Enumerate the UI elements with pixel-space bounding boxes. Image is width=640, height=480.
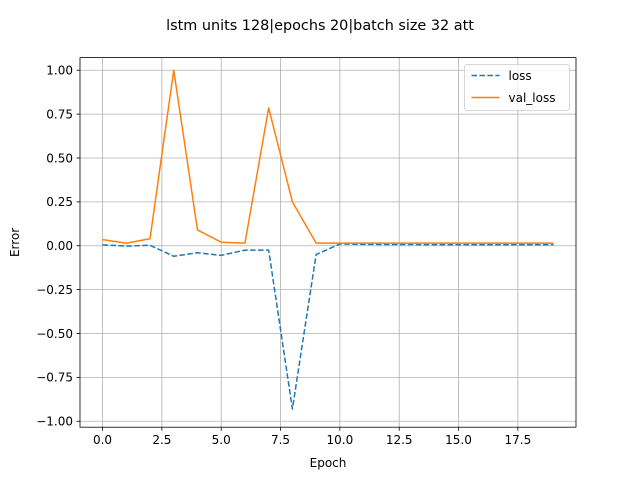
- y-axis-label: Error: [8, 228, 22, 257]
- y-axis: −1.00 −0.75 −0.50 −0.25 0.00 0.25 0.50 0.75 1.00: [36, 64, 80, 429]
- y-tick-label: −0.25: [36, 283, 73, 297]
- x-tick-label: 7.5: [271, 433, 290, 447]
- y-tick-label: 0.00: [46, 239, 73, 253]
- chart-title: lstm units 128|epochs 20|batch size 32 a…: [166, 18, 474, 34]
- plot-frame: [79, 57, 577, 428]
- y-tick-label: −0.75: [36, 371, 73, 385]
- x-axis-label: Epoch: [310, 456, 347, 470]
- series-line-val-loss: [102, 69, 554, 244]
- x-tick-label: 2.5: [152, 433, 171, 447]
- x-tick-label: 12.5: [386, 433, 413, 447]
- x-tick-label: 10.0: [327, 433, 354, 447]
- y-tick-label: 1.00: [46, 64, 73, 78]
- x-axis: 0.0 2.5 5.0 7.5 10.0 12.5 15.0 17.5: [93, 427, 531, 447]
- y-tick-label: 0.50: [46, 151, 73, 165]
- y-tick-label: −1.00: [36, 415, 73, 429]
- legend: loss val_loss: [464, 64, 570, 111]
- x-tick-label: 15.0: [445, 433, 472, 447]
- y-tick-label: 0.75: [46, 107, 73, 121]
- legend-label-loss: loss: [509, 69, 532, 83]
- y-tick-label: −0.50: [36, 327, 73, 341]
- grid: [80, 57, 576, 428]
- x-tick-label: 0.0: [93, 433, 112, 447]
- legend-label-val-loss: val_loss: [509, 91, 556, 105]
- x-tick-label: 17.5: [504, 433, 531, 447]
- series-layer: [102, 69, 554, 410]
- x-tick-label: 5.0: [212, 433, 231, 447]
- y-tick-label: 0.25: [46, 195, 73, 209]
